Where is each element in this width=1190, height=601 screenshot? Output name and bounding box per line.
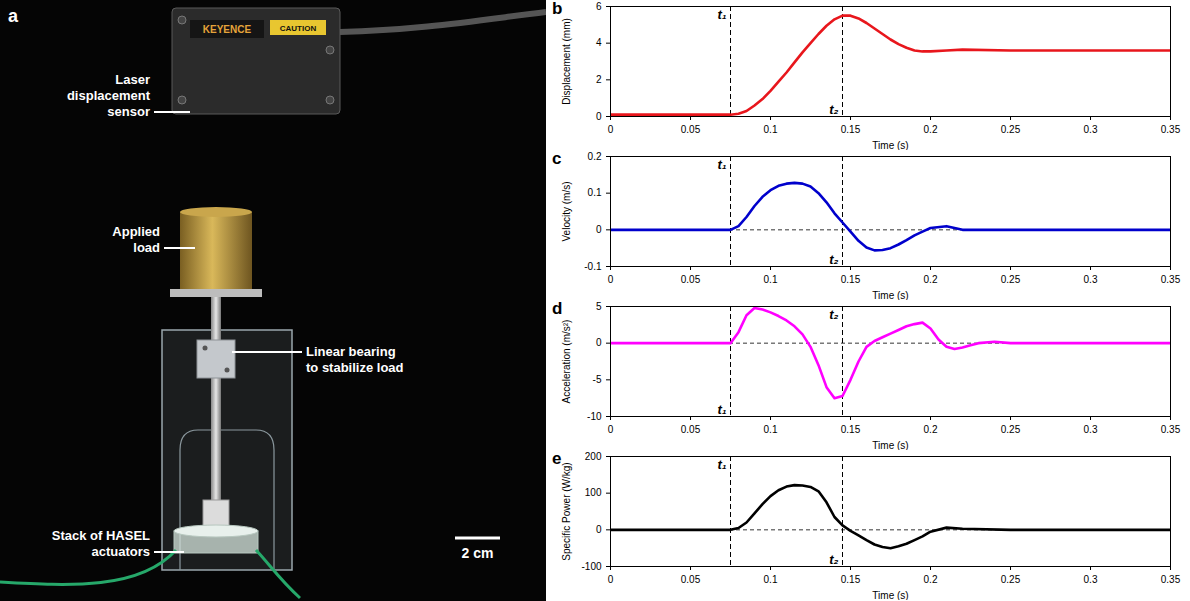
svg-text:Specific Power (W/kg): Specific Power (W/kg) xyxy=(561,462,572,560)
svg-text:Laserdisplacementsensor: Laserdisplacementsensor xyxy=(67,72,151,119)
svg-text:0: 0 xyxy=(596,524,602,535)
html-text:b: b xyxy=(552,0,563,18)
svg-text:0.35: 0.35 xyxy=(1161,424,1181,435)
html-text:e: e xyxy=(552,449,562,468)
svg-text:0.05: 0.05 xyxy=(681,124,701,135)
svg-text:4: 4 xyxy=(596,37,602,48)
svg-text:100: 100 xyxy=(585,487,602,498)
svg-text:5: 5 xyxy=(596,301,602,312)
svg-text:0.05: 0.05 xyxy=(681,274,701,285)
svg-text:0.2: 0.2 xyxy=(924,574,938,585)
svg-text:0.1: 0.1 xyxy=(764,424,778,435)
svg-text:-0.1: -0.1 xyxy=(584,261,602,272)
svg-text:Time (s): Time (s) xyxy=(872,590,908,601)
svg-text:0: 0 xyxy=(608,424,614,435)
svg-text:0: 0 xyxy=(608,124,614,135)
svg-text:6: 6 xyxy=(596,1,602,12)
html-text:c: c xyxy=(552,149,562,168)
svg-text:2: 2 xyxy=(596,74,602,85)
svg-text:0.1: 0.1 xyxy=(764,124,778,135)
svg-text:Appliedload: Appliedload xyxy=(112,224,160,255)
svg-text:0.1: 0.1 xyxy=(764,274,778,285)
svg-text:0.2: 0.2 xyxy=(924,124,938,135)
svg-text:0.15: 0.15 xyxy=(841,274,861,285)
svg-text:t₁: t₁ xyxy=(718,457,727,472)
svg-text:Stack of HASELactuators: Stack of HASELactuators xyxy=(52,528,150,559)
svg-text:Time (s): Time (s) xyxy=(872,440,908,451)
svg-text:t₂: t₂ xyxy=(829,102,838,117)
svg-text:Acceleration (m/s²): Acceleration (m/s²) xyxy=(561,320,572,404)
svg-text:0: 0 xyxy=(596,111,602,122)
svg-text:0.3: 0.3 xyxy=(1084,424,1098,435)
svg-text:t₂: t₂ xyxy=(829,252,838,267)
svg-text:0.15: 0.15 xyxy=(841,574,861,585)
svg-text:0.3: 0.3 xyxy=(1084,574,1098,585)
svg-text:0.25: 0.25 xyxy=(1001,424,1021,435)
svg-text:t₂: t₂ xyxy=(829,307,838,322)
svg-text:t₁: t₁ xyxy=(718,7,727,22)
svg-text:0.05: 0.05 xyxy=(681,424,701,435)
svg-text:Linear bearingto stabilize loa: Linear bearingto stabilize load xyxy=(306,344,404,375)
svg-text:0.2: 0.2 xyxy=(924,274,938,285)
svg-text:Velocity (m/s): Velocity (m/s) xyxy=(561,181,572,241)
svg-text:-5: -5 xyxy=(593,374,602,385)
svg-text:0.2: 0.2 xyxy=(588,151,602,162)
svg-text:0.35: 0.35 xyxy=(1161,274,1181,285)
svg-text:Displacement (mm): Displacement (mm) xyxy=(561,18,572,105)
svg-text:t₁: t₁ xyxy=(718,402,727,417)
svg-text:Time (s): Time (s) xyxy=(872,140,908,151)
svg-text:0.05: 0.05 xyxy=(681,574,701,585)
svg-text:0.15: 0.15 xyxy=(841,124,861,135)
svg-text:0.25: 0.25 xyxy=(1001,574,1021,585)
svg-text:0.25: 0.25 xyxy=(1001,274,1021,285)
svg-text:CAUTION: CAUTION xyxy=(280,24,317,33)
svg-text:t₂: t₂ xyxy=(829,552,838,567)
svg-text:0.2: 0.2 xyxy=(924,424,938,435)
svg-text:-100: -100 xyxy=(581,561,601,572)
svg-text:0.35: 0.35 xyxy=(1161,574,1181,585)
svg-text:0.3: 0.3 xyxy=(1084,124,1098,135)
svg-text:0.25: 0.25 xyxy=(1001,124,1021,135)
svg-text:2 cm: 2 cm xyxy=(462,545,494,561)
svg-text:0: 0 xyxy=(608,574,614,585)
svg-text:0: 0 xyxy=(596,337,602,348)
svg-text:Time (s): Time (s) xyxy=(872,290,908,301)
svg-text:0: 0 xyxy=(596,224,602,235)
html-text:d: d xyxy=(552,299,563,318)
svg-text:0.3: 0.3 xyxy=(1084,274,1098,285)
svg-text:0.1: 0.1 xyxy=(764,574,778,585)
svg-text:200: 200 xyxy=(585,451,602,462)
svg-text:0.15: 0.15 xyxy=(841,424,861,435)
svg-text:-10: -10 xyxy=(587,411,602,422)
svg-text:KEYENCE: KEYENCE xyxy=(203,24,252,35)
svg-text:a: a xyxy=(8,6,19,26)
svg-text:0.35: 0.35 xyxy=(1161,124,1181,135)
svg-text:0.1: 0.1 xyxy=(588,187,602,198)
svg-text:t₁: t₁ xyxy=(718,157,727,172)
svg-text:0: 0 xyxy=(608,274,614,285)
